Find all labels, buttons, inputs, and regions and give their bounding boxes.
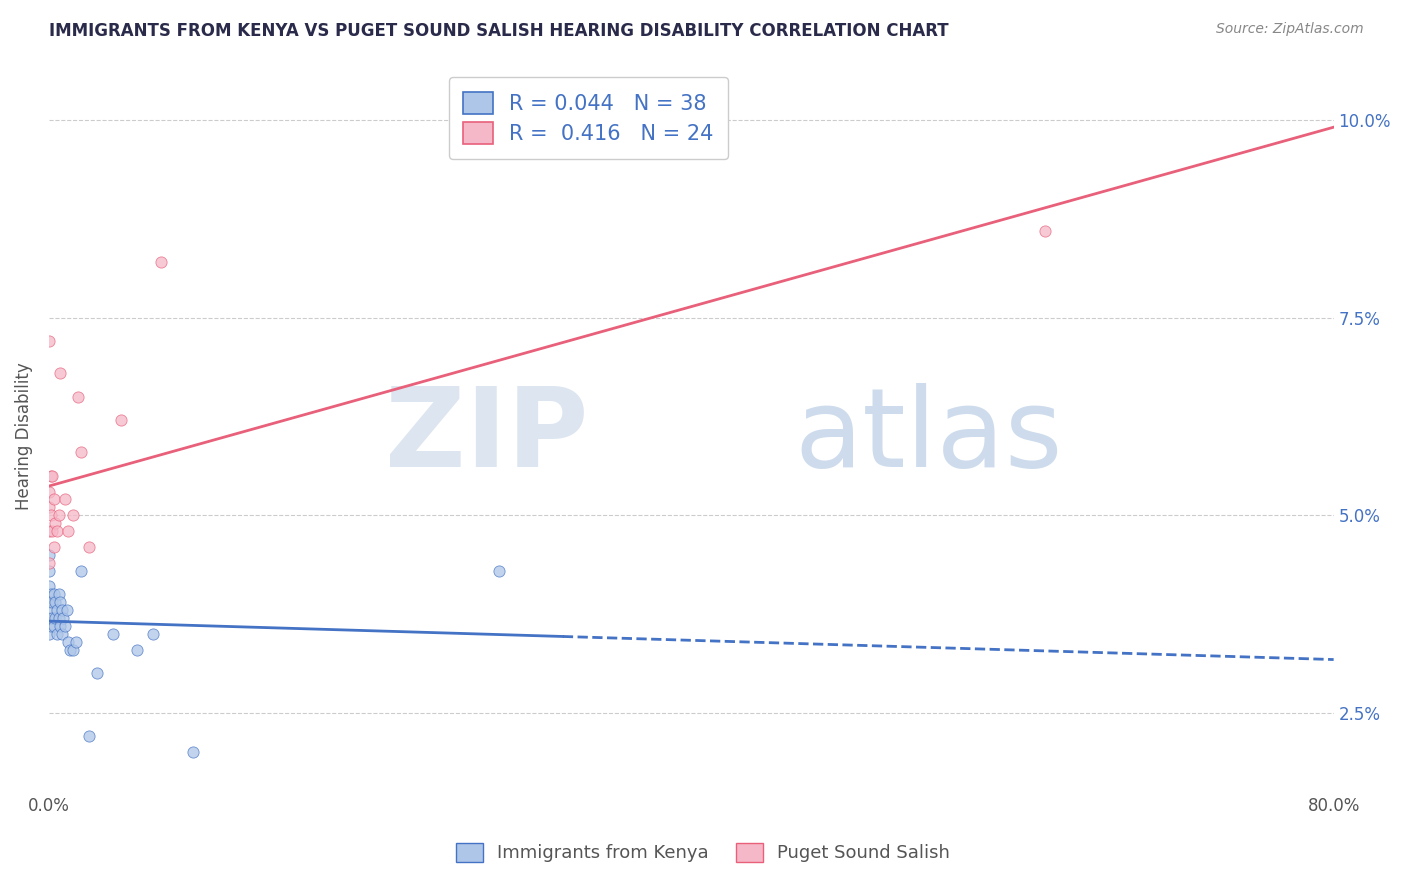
Point [46,626,69,640]
Point [39,508,62,523]
Point [38,548,60,562]
Point [38,611,60,625]
Point [41,468,63,483]
Point [46,603,69,617]
Point [38,484,60,499]
Point [38,556,60,570]
Text: atlas: atlas [794,383,1063,490]
Legend: Immigrants from Kenya, Puget Sound Salish: Immigrants from Kenya, Puget Sound Salis… [449,836,957,870]
Point [44,516,66,530]
Point [86,666,108,681]
Point [77,540,100,554]
Point [77,730,100,744]
Point [70,445,93,459]
Point [488,564,510,578]
Point [150,255,173,269]
Point [38,626,60,640]
Point [49,619,72,633]
Point [49,595,72,609]
Point [70,564,93,578]
Point [38,500,60,515]
Text: ZIP: ZIP [385,383,589,490]
Point [65,634,87,648]
Point [39,619,62,633]
Point [59,642,82,657]
Point [48,611,70,625]
Point [38,579,60,593]
Point [39,587,62,601]
Point [39,468,62,483]
Legend: R = 0.044   N = 38, R =  0.416   N = 24: R = 0.044 N = 38, R = 0.416 N = 24 [449,77,728,159]
Point [127,642,149,657]
Point [48,587,70,601]
Point [44,595,66,609]
Point [51,626,73,640]
Point [38,564,60,578]
Point [46,524,69,538]
Point [42,492,65,507]
Point [183,745,205,759]
Point [52,611,75,625]
Point [53,619,76,633]
Text: IMMIGRANTS FROM KENYA VS PUGET SOUND SALISH HEARING DISABILITY CORRELATION CHART: IMMIGRANTS FROM KENYA VS PUGET SOUND SAL… [49,22,949,40]
Point [66,390,89,404]
Point [38,334,60,349]
Y-axis label: Hearing Disability: Hearing Disability [15,362,32,510]
Point [55,603,77,617]
Point [62,508,84,523]
Point [38,524,60,538]
Point [142,626,165,640]
Point [58,634,80,648]
Point [49,366,72,380]
Text: Source: ZipAtlas.com: Source: ZipAtlas.com [1216,22,1364,37]
Point [48,508,70,523]
Point [51,603,73,617]
Point [53,492,76,507]
Point [38,595,60,609]
Point [41,595,63,609]
Point [42,540,65,554]
Point [41,524,63,538]
Point [1033,224,1056,238]
Point [42,587,65,601]
Point [39,603,62,617]
Point [44,611,66,625]
Point [41,611,63,625]
Point [42,619,65,633]
Point [103,626,125,640]
Point [110,413,132,427]
Point [62,642,84,657]
Point [58,524,80,538]
